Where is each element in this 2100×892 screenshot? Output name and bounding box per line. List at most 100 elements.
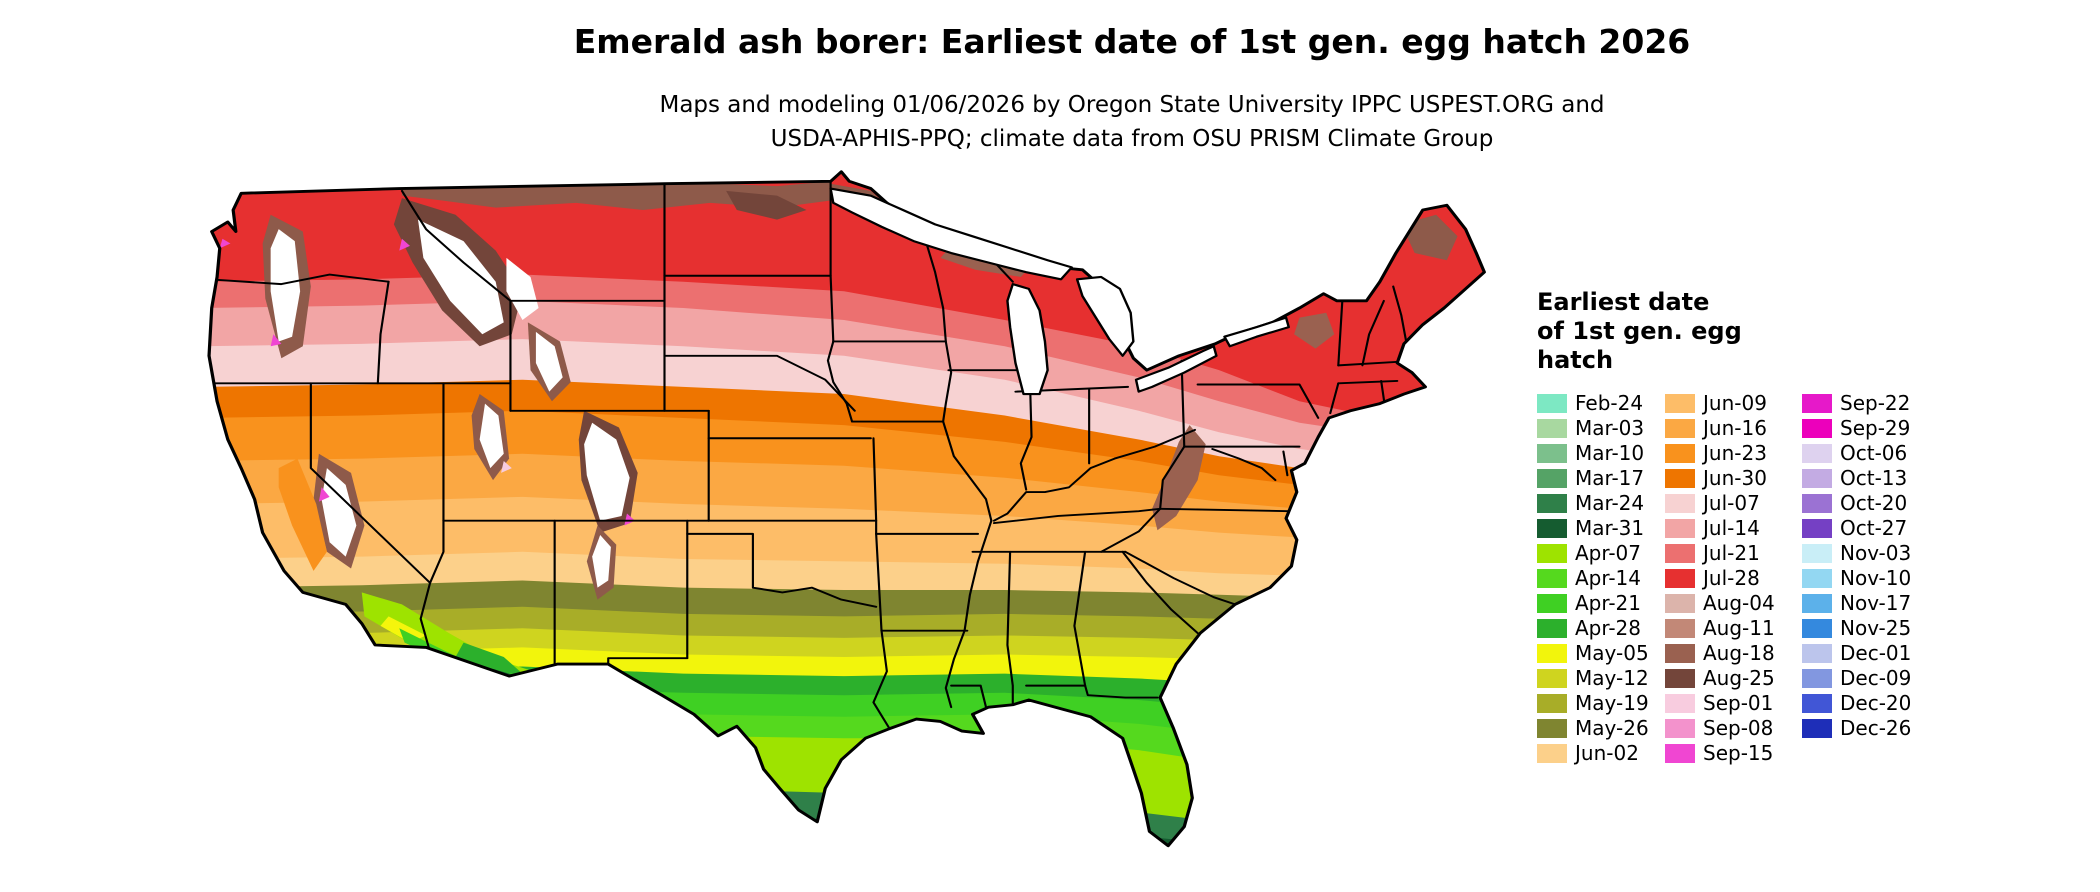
legend-entry: Dec-09	[1802, 666, 1944, 691]
legend-label: Sep-15	[1703, 741, 1774, 765]
legend-entry: Oct-20	[1802, 491, 1944, 516]
subtitle-line-2: USDA-APHIS-PPQ; climate data from OSU PR…	[770, 126, 1494, 152]
legend-label: Oct-13	[1840, 466, 1908, 490]
legend-swatch	[1802, 569, 1832, 588]
legend-entry: Oct-13	[1802, 466, 1944, 491]
legend-entry: May-26	[1537, 716, 1665, 741]
legend-swatch	[1802, 669, 1832, 688]
legend-entry: Dec-20	[1802, 691, 1944, 716]
legend-label: May-12	[1575, 666, 1649, 690]
legend-entry: Mar-31	[1537, 516, 1665, 541]
legend-entry: Aug-25	[1665, 666, 1802, 691]
legend-swatch	[1665, 519, 1695, 538]
legend-swatch	[1537, 519, 1567, 538]
legend-title-line-3: hatch	[1537, 346, 1614, 374]
legend-title-line-1: Earliest date	[1537, 288, 1710, 316]
legend-swatch	[1665, 444, 1695, 463]
legend-swatch	[1802, 394, 1832, 413]
legend-swatch	[1802, 469, 1832, 488]
subtitle-line-1: Maps and modeling 01/06/2026 by Oregon S…	[659, 92, 1605, 118]
legend-label: Mar-10	[1575, 441, 1645, 465]
us-outline	[207, 170, 1486, 848]
legend-swatch	[1802, 544, 1832, 563]
legend-label: Dec-09	[1840, 666, 1912, 690]
legend-entry: Aug-11	[1665, 616, 1802, 641]
legend-entry: Sep-15	[1665, 741, 1802, 766]
lake-erie	[1134, 345, 1218, 393]
legend-swatch	[1665, 594, 1695, 613]
legend-entry: May-12	[1537, 666, 1665, 691]
legend-swatch	[1537, 394, 1567, 413]
legend-label: Feb-24	[1575, 391, 1644, 415]
legend-label: Aug-18	[1703, 641, 1775, 665]
legend-swatch	[1537, 594, 1567, 613]
legend-column: Jun-09 Jun-16 Jun-23 Jun-30 Jul-07 Jul-14 Jul-…	[1665, 391, 1802, 766]
legend-entry: Sep-29	[1802, 416, 1944, 441]
legend-label: Nov-03	[1840, 541, 1912, 565]
legend-entry: Jul-28	[1665, 566, 1802, 591]
legend-swatch	[1537, 469, 1567, 488]
legend-title-line-2: of 1st gen. egg	[1537, 317, 1742, 345]
lake-huron	[1075, 275, 1135, 357]
map-fill-bands	[209, 171, 1485, 846]
legend-swatch	[1665, 719, 1695, 738]
legend-label: Aug-25	[1703, 666, 1775, 690]
legend-label: Sep-01	[1703, 691, 1774, 715]
legend-swatch	[1802, 719, 1832, 738]
legend-entry: Oct-06	[1802, 441, 1944, 466]
legend-swatch	[1802, 694, 1832, 713]
legend-entry: Feb-24	[1537, 391, 1665, 416]
legend-label: Jun-02	[1575, 741, 1639, 765]
legend-swatch	[1537, 719, 1567, 738]
legend-swatch	[1665, 694, 1695, 713]
legend-swatch	[1802, 644, 1832, 663]
great-lakes	[829, 187, 1290, 396]
legend-swatch	[1802, 594, 1832, 613]
legend-entry: Mar-10	[1537, 441, 1665, 466]
legend-label: Sep-29	[1840, 416, 1911, 440]
legend-label: Mar-24	[1575, 491, 1645, 515]
legend-column: Sep-22 Sep-29 Oct-06 Oct-13 Oct-20 Oct-27 Nov-…	[1802, 391, 1944, 766]
legend-label: May-19	[1575, 691, 1649, 715]
legend-swatch	[1665, 569, 1695, 588]
legend-label: Dec-26	[1840, 716, 1912, 740]
legend-label: Nov-10	[1840, 566, 1912, 590]
legend-entry: Jul-07	[1665, 491, 1802, 516]
legend-swatch	[1537, 419, 1567, 438]
legend-entry: Mar-03	[1537, 416, 1665, 441]
legend-entry: Jun-30	[1665, 466, 1802, 491]
legend-label: Nov-17	[1840, 591, 1912, 615]
legend-entry: Nov-25	[1802, 616, 1944, 641]
legend-label: Jul-21	[1703, 541, 1760, 565]
legend-label: Oct-27	[1840, 516, 1908, 540]
legend-entry: Jun-16	[1665, 416, 1802, 441]
lake-ontario	[1223, 316, 1290, 348]
legend-swatch	[1537, 569, 1567, 588]
us-map	[207, 170, 1486, 848]
legend-label: Aug-04	[1703, 591, 1775, 615]
legend-entry: Jun-23	[1665, 441, 1802, 466]
legend-swatch	[1537, 744, 1567, 763]
legend-entry: Aug-18	[1665, 641, 1802, 666]
legend-title: Earliest date of 1st gen. egg hatch	[1537, 288, 2017, 375]
legend-label: Apr-21	[1575, 591, 1641, 615]
legend-entry: Nov-10	[1802, 566, 1944, 591]
legend-entry: Nov-03	[1802, 541, 1944, 566]
legend-label: Dec-01	[1840, 641, 1912, 665]
legend-swatch	[1537, 669, 1567, 688]
legend-swatch	[1665, 644, 1695, 663]
legend-entry: Jul-21	[1665, 541, 1802, 566]
legend-swatch	[1665, 419, 1695, 438]
legend-label: Sep-22	[1840, 391, 1911, 415]
legend-label: Jun-09	[1703, 391, 1767, 415]
legend-swatch	[1537, 644, 1567, 663]
legend-label: Oct-20	[1840, 491, 1908, 515]
legend-entry: Dec-26	[1802, 716, 1944, 741]
legend-swatch	[1802, 494, 1832, 513]
legend-column: Feb-24 Mar-03 Mar-10 Mar-17 Mar-24 Mar-31 Apr-…	[1537, 391, 1665, 766]
legend-label: Jul-14	[1703, 516, 1760, 540]
legend-entry: Apr-07	[1537, 541, 1665, 566]
legend-label: Jul-28	[1703, 566, 1760, 590]
legend-entry: Jun-09	[1665, 391, 1802, 416]
legend-entry: Oct-27	[1802, 516, 1944, 541]
